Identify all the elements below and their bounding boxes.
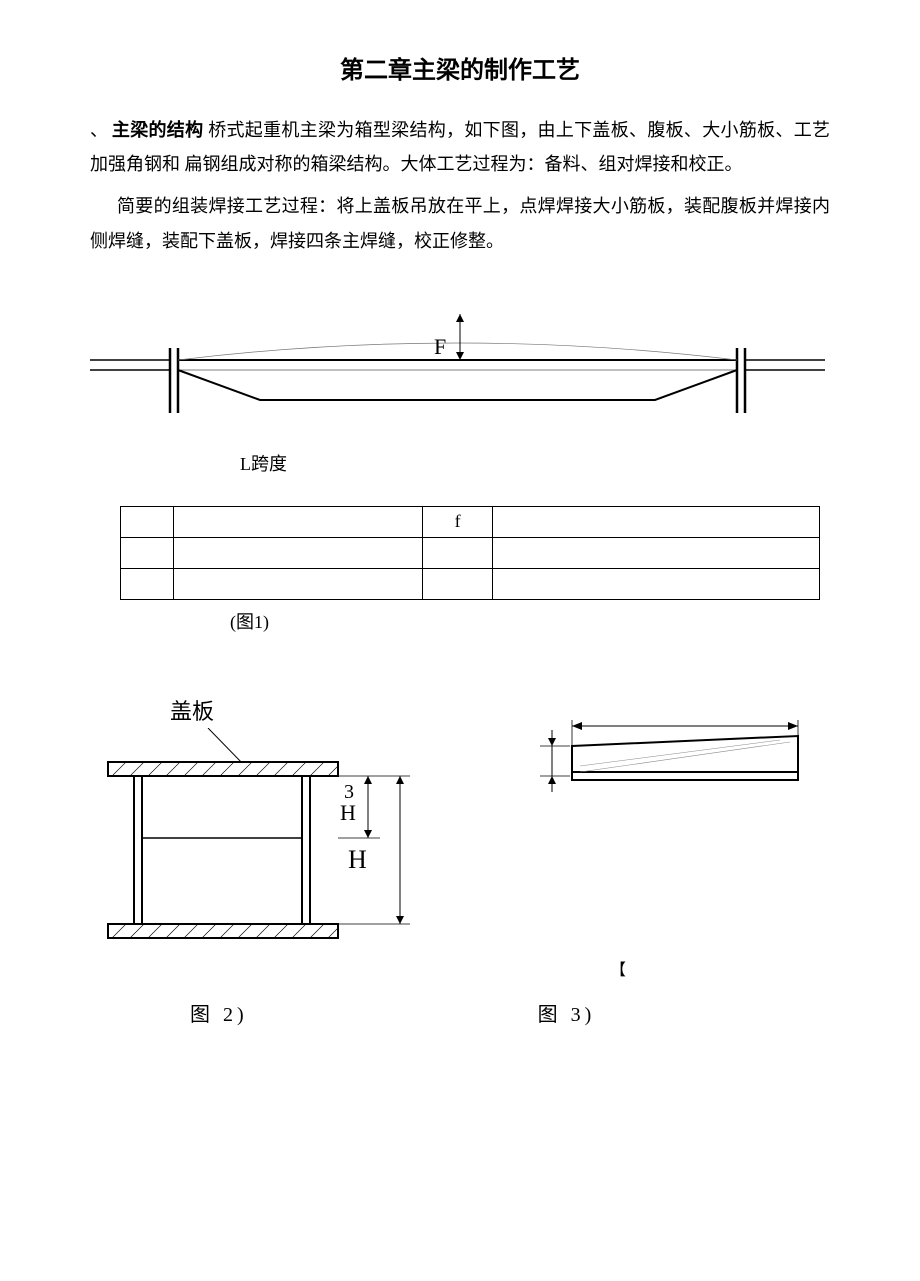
tbl-r2c2 xyxy=(173,537,422,568)
tbl-r1c2 xyxy=(173,506,422,537)
tbl-r1c4 xyxy=(493,506,820,537)
tbl-r3c1 xyxy=(121,568,174,599)
figure-1-svg: F xyxy=(90,308,825,438)
tbl-r2c1 xyxy=(121,537,174,568)
tbl-r1c3: f xyxy=(422,506,493,537)
paragraph-2: 简要的组装焊接工艺过程：将上盖板吊放在平上，点焊焊接大小筋板，装配腹板并焊接内侧… xyxy=(90,189,830,257)
tbl-r2c3 xyxy=(422,537,493,568)
fig3-glyph: 【 xyxy=(610,956,830,980)
tbl-r3c3 xyxy=(422,568,493,599)
figure-1: F L跨度 xyxy=(90,308,830,476)
fig1-span-label: L跨度 xyxy=(240,450,830,476)
figure-2-caption: 图 2) xyxy=(190,998,248,1027)
svg-text:H: H xyxy=(340,800,356,825)
figure-1-caption: (图1) xyxy=(230,608,830,634)
tbl-r2c4 xyxy=(493,537,820,568)
figure-3: 【 xyxy=(510,694,830,980)
paragraph-1: 、主梁的结构 桥式起重机主梁为箱型梁结构，如下图，由上下盖板、腹板、大小筋板、工… xyxy=(90,113,830,181)
tbl-r3c2 xyxy=(173,568,422,599)
figure-1-table: f (图1) xyxy=(120,506,830,634)
figure-2: 盖板 xyxy=(90,694,450,958)
figure-2-3-row: 盖板 xyxy=(90,694,830,980)
svg-text:H: H xyxy=(348,845,367,874)
para1-bold: 主梁的结构 xyxy=(112,120,204,140)
figure-3-caption: 图 3) xyxy=(538,998,596,1027)
captions-row: 图 2) 图 3) xyxy=(90,998,830,1027)
fig1-F-label: F xyxy=(434,334,446,359)
fig2-cover-label: 盖板 xyxy=(170,694,450,726)
chapter-title: 第二章主梁的制作工艺 xyxy=(90,50,830,85)
tbl-r1c1 xyxy=(121,506,174,537)
tbl-r3c4 xyxy=(493,568,820,599)
para1-lead: 、 xyxy=(90,113,112,147)
